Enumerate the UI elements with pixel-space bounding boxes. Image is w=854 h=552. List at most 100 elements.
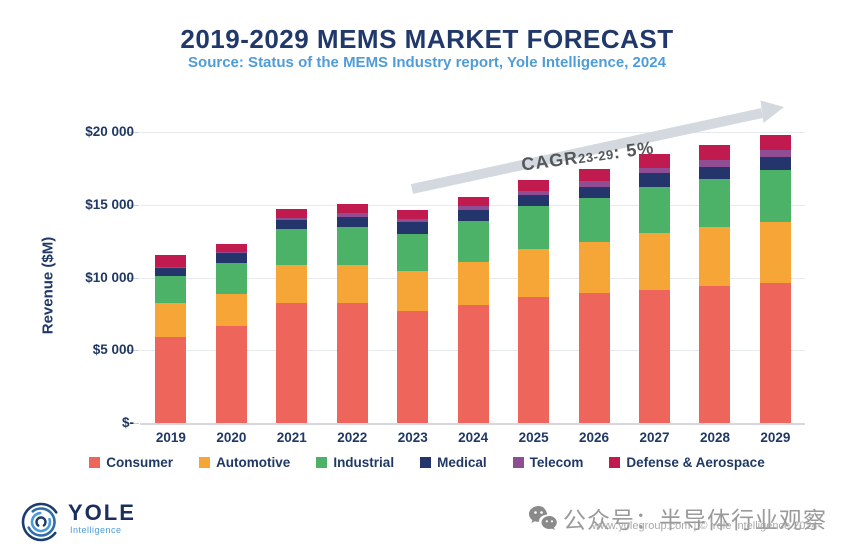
bar-segment-automotive <box>155 303 187 337</box>
bar-segment-medical <box>397 221 429 234</box>
legend-label: Consumer <box>106 455 174 470</box>
bar-segment-automotive <box>336 264 368 304</box>
bar-segment-consumer <box>759 283 791 423</box>
bar-segment-defense-aerospace <box>518 179 550 191</box>
x-tick-label: 2021 <box>276 430 307 445</box>
logo-name: YOLE <box>68 500 136 525</box>
bar-segment-consumer <box>457 304 489 423</box>
bar-segment-industrial <box>578 198 610 243</box>
bar-segment-telecom <box>155 266 187 269</box>
bar-segment-telecom <box>336 213 368 217</box>
bar-2021 <box>276 208 308 423</box>
bar-segment-consumer <box>336 303 368 423</box>
bar-segment-medical <box>759 157 791 171</box>
bar-segment-defense-aerospace <box>457 196 489 207</box>
y-tick-label: $10 000 <box>85 269 134 285</box>
y-axis-tick <box>126 350 139 352</box>
bar-segment-industrial <box>639 186 671 234</box>
legend-swatch <box>609 457 621 468</box>
bar-segment-consumer <box>155 336 187 423</box>
bar-segment-consumer <box>578 293 610 423</box>
x-tick-label: 2028 <box>699 430 730 445</box>
legend-item: Industrial <box>316 455 394 470</box>
bar-segment-defense-aerospace <box>336 203 368 214</box>
bar-segment-defense-aerospace <box>759 135 791 150</box>
bar-segment-automotive <box>518 248 550 297</box>
bar-segment-automotive <box>457 261 489 305</box>
cagr-subscript: 23-29 <box>577 146 615 167</box>
bar-segment-telecom <box>457 206 489 210</box>
x-tick-label: 2029 <box>760 430 791 445</box>
bar-segment-industrial <box>155 276 187 304</box>
bar-2028 <box>699 144 731 423</box>
bar-segment-defense-aerospace <box>215 243 247 253</box>
x-tick-label: 2019 <box>155 430 186 445</box>
legend-label: Defense & Aerospace <box>626 455 765 470</box>
y-axis-tick <box>126 423 139 424</box>
wechat-watermark: 公众号：半导体行业观察 <box>528 501 827 535</box>
bar-segment-telecom <box>276 217 308 220</box>
legend-label: Automotive <box>216 455 291 470</box>
bar-segment-medical <box>276 219 308 229</box>
bar-segment-medical <box>699 166 731 180</box>
bar-segment-consumer <box>639 289 671 423</box>
x-tick-label: 2023 <box>397 430 428 445</box>
x-tick-label: 2027 <box>639 430 670 445</box>
bar-2022 <box>336 203 368 423</box>
bar-segment-defense-aerospace <box>699 144 731 161</box>
bar-segment-medical <box>639 173 671 187</box>
url-watermark: www.yolegroup.com | © Yole Intelligence … <box>592 520 818 532</box>
bar-2026 <box>578 168 610 423</box>
bar-segment-medical <box>578 186 610 199</box>
legend-swatch <box>420 457 432 468</box>
watermark-cn-text: 公众号：半导体行业观察 <box>563 507 827 533</box>
legend-swatch <box>199 457 211 468</box>
bar-segment-medical <box>457 209 489 221</box>
bar-segment-industrial <box>457 220 489 262</box>
bar-2025 <box>518 179 550 423</box>
legend-item: Consumer <box>89 455 173 470</box>
gridline <box>140 132 805 134</box>
legend-item: Automotive <box>199 455 290 470</box>
bar-segment-telecom <box>215 252 247 254</box>
bar-2024 <box>457 196 489 423</box>
bar-segment-medical <box>155 268 187 277</box>
legend-label: Industrial <box>333 455 395 470</box>
bar-segment-medical <box>336 216 368 227</box>
legend-label: Telecom <box>529 455 584 470</box>
bar-2023 <box>397 209 429 423</box>
bar-segment-automotive <box>639 233 671 290</box>
y-axis-tick <box>126 277 139 279</box>
yole-spiral-icon <box>21 502 61 542</box>
bar-segment-defense-aerospace <box>276 208 308 218</box>
legend-item: Telecom <box>512 455 584 470</box>
bar-segment-industrial <box>215 263 247 295</box>
bar-segment-medical <box>215 253 247 264</box>
bar-segment-industrial <box>397 233 429 272</box>
page-subtitle: Source: Status of the MEMS Industry repo… <box>188 54 666 71</box>
legend-label: Medical <box>437 455 487 470</box>
cagr-value: : 5% <box>612 137 656 163</box>
bar-segment-defense-aerospace <box>155 254 187 267</box>
bar-2027 <box>639 154 671 423</box>
logo-subname: Intelligence <box>70 525 122 535</box>
wechat-icon <box>529 506 557 530</box>
bar-segment-industrial <box>276 228 308 266</box>
y-tick-label: $15 000 <box>85 196 134 212</box>
cagr-prefix: CAGR <box>520 147 580 175</box>
bar-segment-consumer <box>215 325 247 423</box>
bar-segment-consumer <box>518 296 550 423</box>
bar-segment-automotive <box>397 271 429 312</box>
bar-segment-consumer <box>397 311 429 423</box>
bar-segment-defense-aerospace <box>578 168 610 182</box>
bar-segment-telecom <box>759 149 791 158</box>
y-axis-tick <box>126 204 139 206</box>
y-tick-label: $5 000 <box>92 342 134 358</box>
bar-segment-automotive <box>578 242 610 294</box>
bar-segment-medical <box>518 194 550 206</box>
y-axis-tick <box>126 132 139 134</box>
bar-2020 <box>215 243 247 423</box>
x-tick-label: 2020 <box>216 430 247 445</box>
bar-segment-industrial <box>759 170 791 223</box>
